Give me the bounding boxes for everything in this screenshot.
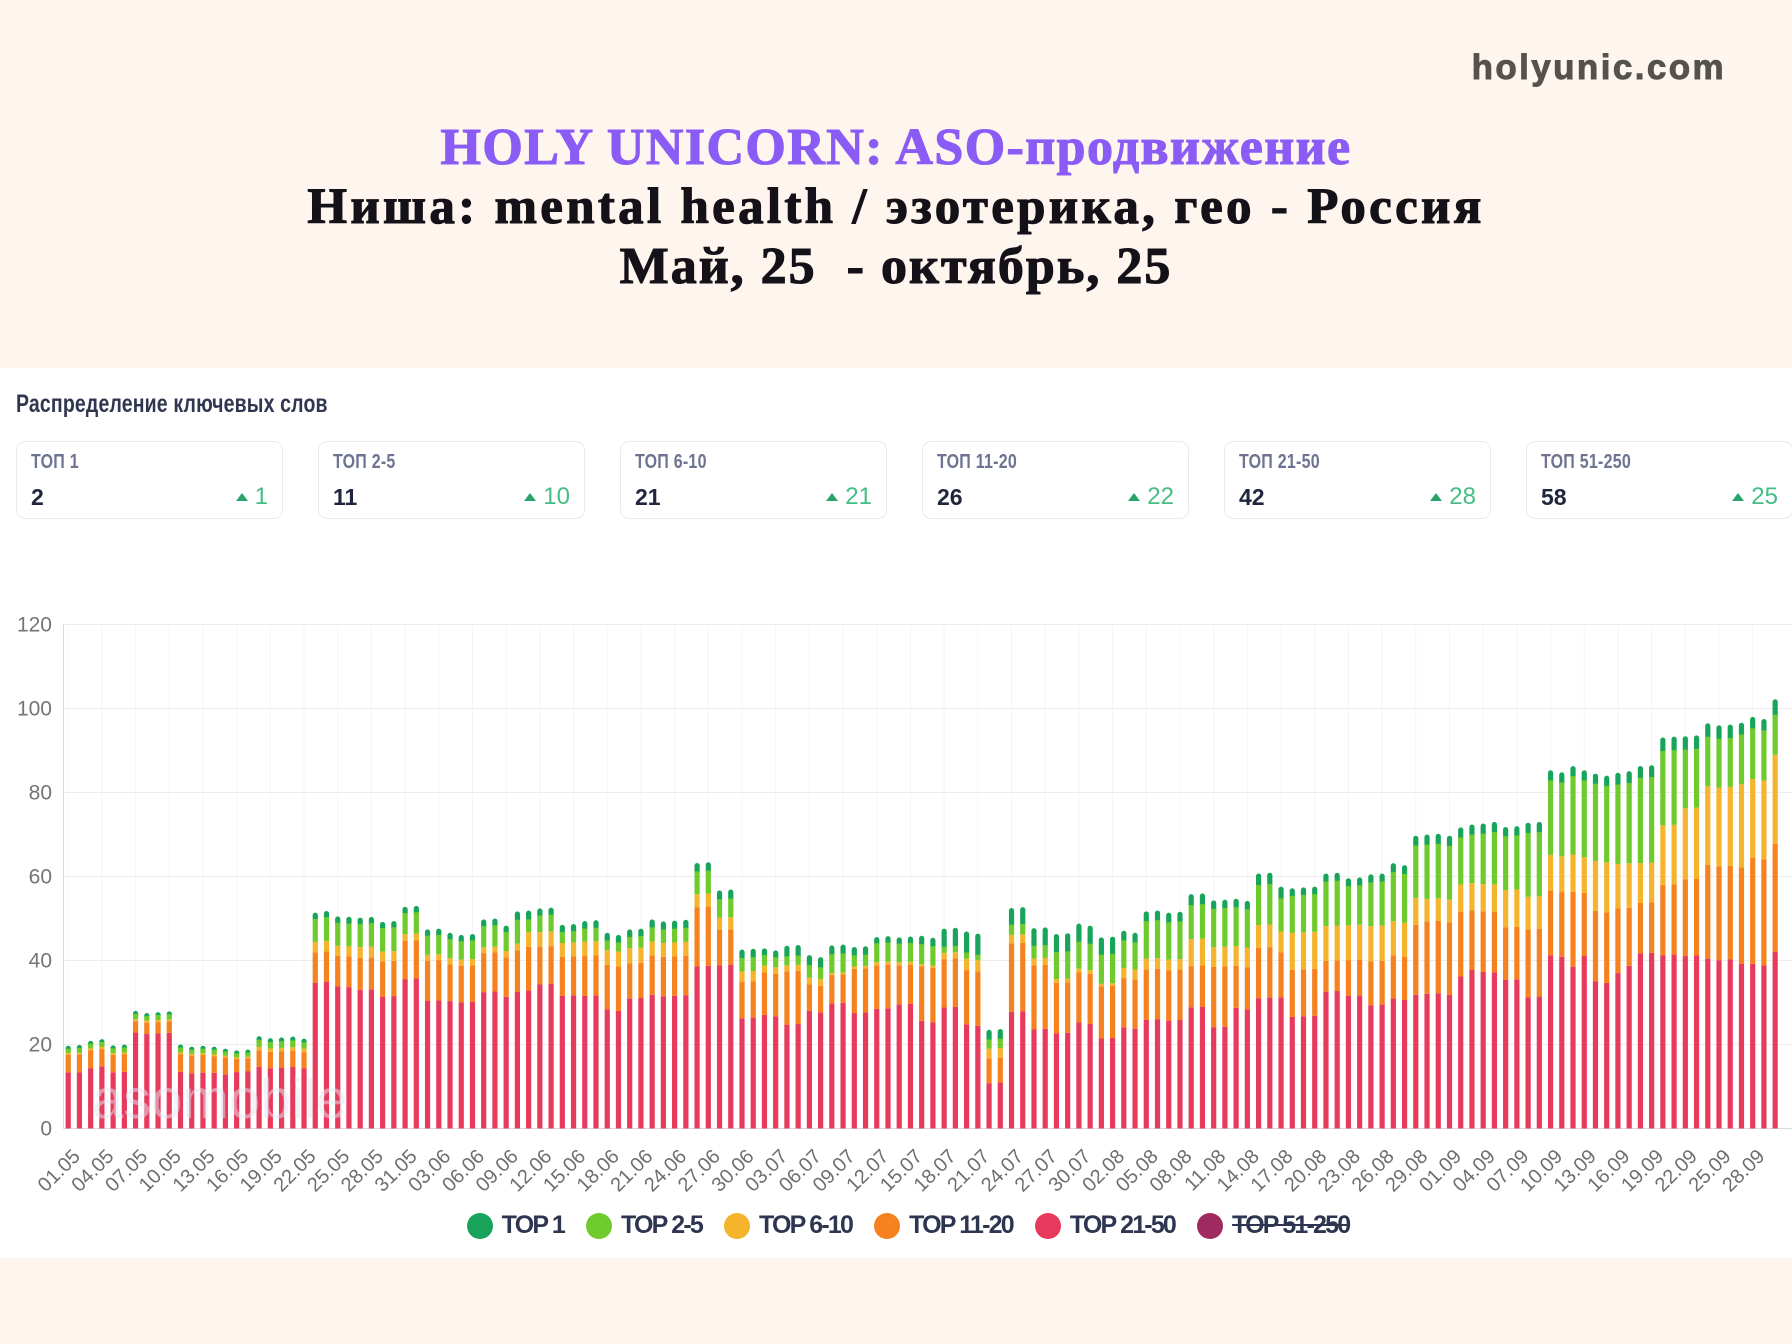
svg-text:40: 40 [29,950,52,973]
svg-text:120: 120 [17,614,52,637]
svg-text:100: 100 [17,698,52,721]
svg-text:80: 80 [29,782,52,805]
svg-text:20: 20 [29,1034,52,1057]
svg-text:asomobile: asomobile [92,1067,347,1130]
svg-text:60: 60 [29,866,52,889]
svg-text:0: 0 [40,1118,52,1141]
